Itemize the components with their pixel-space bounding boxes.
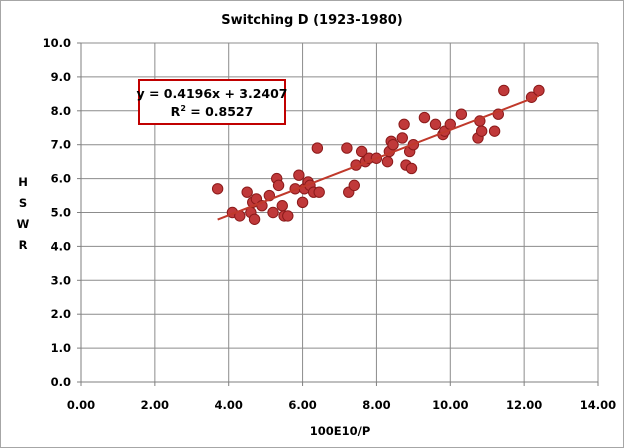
y-axis-label-letter: H [18,175,28,189]
data-point [311,142,324,154]
data-points [211,84,545,225]
data-point [387,139,399,151]
r-squared-r: R [171,104,181,119]
equation-line: y = 0.4196x + 3.2407 [136,86,287,101]
data-point [313,186,325,198]
equation-box: y = 0.4196x + 3.2407 R2 = 0.8527 [136,79,288,125]
data-point [293,169,305,181]
x-tick-label: 14.00 [580,398,616,412]
y-axis-label-letter: W [17,217,30,231]
y-tick-label: 1.0 [51,341,71,355]
x-tick-label: 12.00 [506,398,542,412]
y-tick-label: 10.0 [43,36,71,50]
y-tick-label: 3.0 [51,273,71,287]
data-point [398,118,410,131]
data-point [276,200,288,212]
y-tick-label: 0.0 [51,375,71,389]
chart-title: Switching D (1923-1980) [221,13,403,28]
data-point [241,186,253,198]
x-tick-label: 8.00 [362,398,390,412]
data-point [248,213,261,225]
x-tick-label: 4.00 [215,398,243,412]
data-point [381,155,394,168]
axes [77,42,599,386]
data-point [272,179,285,192]
y-axis-label-letter: S [19,196,27,210]
data-point [341,142,353,154]
trendline [217,94,540,221]
data-point [418,111,431,124]
tick-labels: 0.0 1.0 2.0 3.0 4.0 5.0 6.0 7.0 8.0 9.0 10.0 0.00 2.… [43,36,617,412]
data-point [405,162,418,175]
data-point [267,206,279,219]
data-point [296,196,309,209]
x-tick-label: 0.00 [67,398,95,412]
y-tick-label: 5.0 [51,206,71,220]
y-tick-label: 2.0 [51,307,71,321]
data-point [455,108,468,120]
data-point [488,125,501,137]
y-tick-label: 4.0 [51,239,71,253]
y-axis-label-letter: R [19,238,28,252]
data-point [533,84,545,97]
x-tick-label: 10.00 [432,398,468,412]
r-squared-exponent: 2 [180,104,186,113]
r-squared-line: R2 = 0.8527 [171,104,254,119]
data-point [498,84,510,97]
data-point [211,183,224,195]
x-tick-label: 6.00 [288,398,316,412]
trendline-group [217,94,540,221]
data-point [396,132,408,144]
data-point [355,145,368,158]
data-point [348,179,360,192]
y-tick-label: 9.0 [51,70,71,84]
y-tick-label: 8.0 [51,104,71,118]
y-tick-label: 6.0 [51,172,71,186]
x-axis-label: 100E10/P [310,424,371,438]
x-tick-label: 2.00 [141,398,169,412]
data-point [429,118,442,131]
data-point [475,125,488,137]
r-squared-value: = 0.8527 [186,104,253,119]
y-tick-label: 7.0 [51,138,71,152]
data-point [282,210,294,222]
